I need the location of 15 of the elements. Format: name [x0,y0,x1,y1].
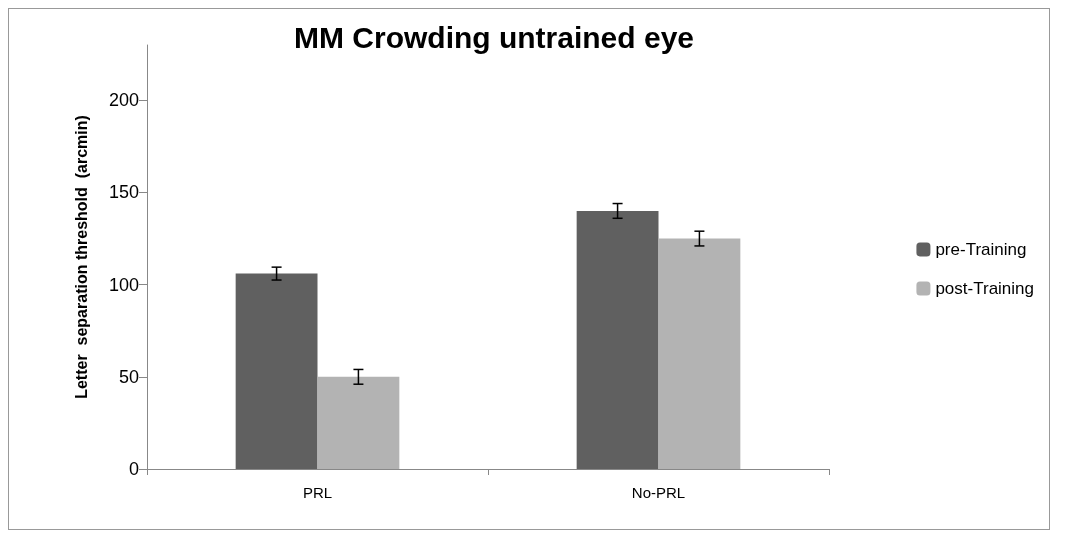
y-tick-label: 0 [128,459,139,479]
bar [235,273,318,469]
y-axis-title: Letter separation threshold (arcmin) [72,115,90,399]
legend-label: pre-Training [935,240,1027,259]
y-tick-label: 100 [108,274,139,295]
x-tick-label: No-PRL [631,484,686,501]
bar [576,210,659,469]
legend-label: post-Training [935,279,1035,298]
bar [317,376,400,469]
y-tick-label: 200 [108,90,139,111]
bar [658,238,741,469]
x-tick-label: PRL [302,484,333,501]
chart-title: MM Crowding untrained eye [293,20,695,54]
y-tick-label: 50 [118,366,139,387]
y-tick-label: 150 [108,182,139,203]
